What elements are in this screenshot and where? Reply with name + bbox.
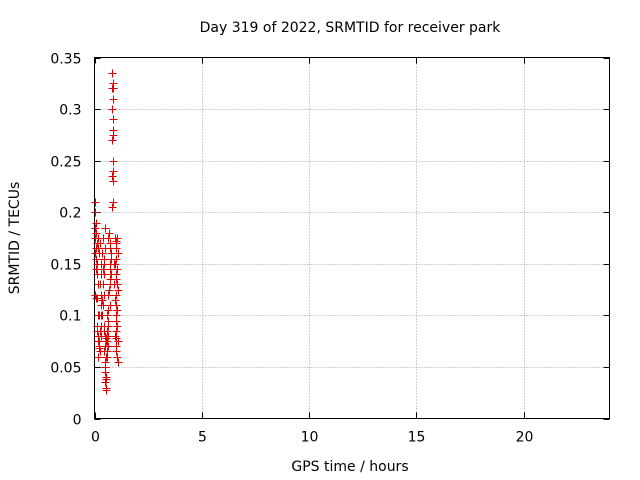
data-point bbox=[94, 234, 103, 243]
data-point bbox=[113, 234, 122, 243]
data-point bbox=[97, 301, 106, 310]
y-tick-label: 0.2 bbox=[59, 206, 81, 222]
data-point bbox=[109, 131, 118, 140]
data-point bbox=[94, 353, 103, 362]
data-point bbox=[104, 317, 113, 326]
data-point bbox=[104, 234, 113, 243]
data-point bbox=[97, 311, 106, 320]
x-tick-label: 0 bbox=[91, 430, 100, 446]
y-tick-label: 0 bbox=[73, 413, 82, 429]
data-point bbox=[112, 347, 121, 356]
x-axis-label: GPS time / hours bbox=[291, 459, 408, 475]
data-point bbox=[97, 270, 106, 279]
data-points bbox=[91, 69, 123, 395]
data-point bbox=[105, 286, 114, 295]
data-point bbox=[108, 203, 117, 212]
plot-frame bbox=[94, 57, 610, 419]
data-point bbox=[104, 306, 113, 315]
data-point bbox=[112, 327, 121, 336]
data-point bbox=[109, 177, 118, 186]
data-point bbox=[111, 332, 120, 341]
data-point bbox=[111, 296, 120, 305]
y-tick-label: 0.3 bbox=[59, 103, 81, 119]
data-point bbox=[92, 229, 101, 238]
data-point bbox=[91, 198, 100, 207]
data-point bbox=[101, 224, 110, 233]
data-point bbox=[97, 260, 106, 269]
data-point bbox=[112, 244, 121, 253]
data-point bbox=[107, 249, 116, 258]
data-point bbox=[114, 337, 123, 346]
data-point bbox=[114, 249, 123, 258]
data-point bbox=[95, 249, 104, 258]
data-point bbox=[92, 265, 101, 274]
data-point bbox=[112, 291, 121, 300]
data-point bbox=[104, 342, 113, 351]
data-point bbox=[101, 378, 110, 387]
data-point bbox=[95, 337, 104, 346]
y-tick-label: 0.15 bbox=[50, 258, 81, 274]
y-tick-label: 0.35 bbox=[50, 52, 81, 68]
data-point bbox=[92, 255, 101, 264]
data-point bbox=[91, 224, 100, 233]
data-point bbox=[103, 327, 112, 336]
data-point bbox=[98, 296, 107, 305]
data-point bbox=[114, 286, 123, 295]
data-point bbox=[113, 265, 122, 274]
data-point bbox=[91, 208, 100, 217]
data-point bbox=[110, 280, 119, 289]
axis-ticks bbox=[94, 57, 610, 420]
data-point bbox=[104, 332, 113, 341]
data-point bbox=[112, 255, 121, 264]
data-point bbox=[102, 386, 111, 395]
data-point bbox=[108, 136, 117, 145]
data-point bbox=[108, 172, 117, 181]
y-axis-label: SRMTID / TECUs bbox=[7, 182, 23, 295]
x-tick-label: 15 bbox=[408, 430, 426, 446]
data-point bbox=[112, 275, 121, 284]
data-point bbox=[109, 84, 118, 93]
data-point bbox=[110, 260, 119, 269]
data-point bbox=[100, 255, 109, 264]
data-point bbox=[105, 229, 114, 238]
data-point bbox=[114, 358, 123, 367]
x-tick-label: 20 bbox=[516, 430, 534, 446]
y-tick-label: 0.25 bbox=[50, 155, 81, 171]
data-point bbox=[113, 322, 122, 331]
data-point bbox=[103, 337, 112, 346]
data-point bbox=[94, 244, 103, 253]
data-point bbox=[92, 219, 101, 228]
data-point bbox=[108, 105, 117, 114]
y-tick-label: 0.1 bbox=[59, 309, 81, 325]
x-tick-label: 10 bbox=[301, 430, 319, 446]
grid bbox=[94, 57, 610, 419]
data-point bbox=[113, 306, 122, 315]
data-point bbox=[112, 301, 121, 310]
data-point bbox=[101, 368, 110, 377]
y-tick-label: 0.05 bbox=[50, 361, 81, 377]
data-point bbox=[113, 353, 122, 362]
data-point bbox=[103, 353, 112, 362]
data-point bbox=[108, 69, 117, 78]
data-point bbox=[97, 291, 106, 300]
data-point bbox=[109, 157, 118, 166]
axis-tick-labels: 0 5 10 15 20 0 0.05 0.1 0.15 0.2 0.25 0.3 0.35 bbox=[50, 52, 533, 446]
x-tick-label: 5 bbox=[198, 430, 207, 446]
chart-title: Day 319 of 2022, SRMTID for receiver par… bbox=[200, 20, 502, 36]
data-point bbox=[109, 115, 118, 124]
data-point bbox=[104, 291, 113, 300]
data-point bbox=[96, 280, 105, 289]
data-point bbox=[109, 167, 118, 176]
data-point bbox=[109, 95, 118, 104]
data-point bbox=[112, 317, 121, 326]
data-point bbox=[109, 198, 118, 207]
data-point bbox=[99, 265, 108, 274]
data-point bbox=[96, 239, 105, 248]
